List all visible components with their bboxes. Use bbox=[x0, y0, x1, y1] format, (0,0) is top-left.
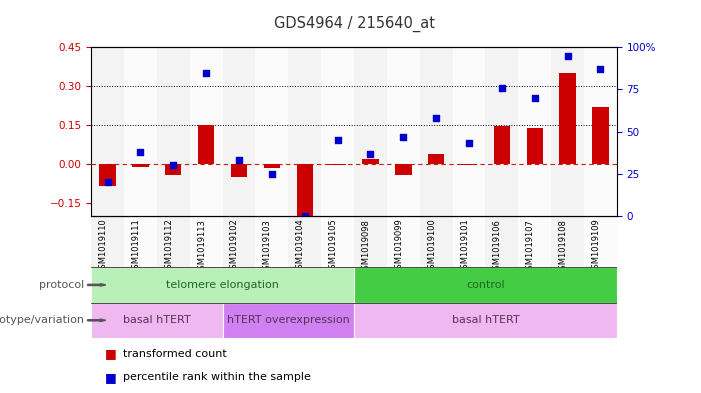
Bar bbox=[551, 47, 584, 216]
Bar bbox=[428, 154, 444, 164]
Bar bbox=[485, 216, 518, 267]
Point bbox=[463, 140, 475, 147]
Bar bbox=[461, 164, 477, 165]
Bar bbox=[91, 47, 124, 216]
Point bbox=[397, 134, 409, 140]
Bar bbox=[551, 216, 584, 267]
Text: GSM1019109: GSM1019109 bbox=[592, 219, 601, 274]
Point bbox=[135, 149, 146, 155]
Bar bbox=[329, 164, 346, 165]
Bar bbox=[395, 164, 411, 174]
Point bbox=[102, 179, 113, 185]
Text: GSM1019106: GSM1019106 bbox=[493, 219, 502, 275]
Bar bbox=[420, 216, 453, 267]
Bar bbox=[190, 216, 223, 267]
Bar bbox=[321, 216, 354, 267]
Point bbox=[233, 157, 245, 163]
Text: telomere elongation: telomere elongation bbox=[166, 280, 279, 290]
Bar bbox=[584, 47, 617, 216]
Bar bbox=[157, 216, 190, 267]
Point bbox=[529, 95, 540, 101]
Bar bbox=[91, 216, 124, 267]
Text: transformed count: transformed count bbox=[123, 349, 226, 359]
Text: GSM1019100: GSM1019100 bbox=[427, 219, 436, 274]
Bar bbox=[223, 216, 255, 267]
Point bbox=[595, 66, 606, 72]
Point bbox=[430, 115, 442, 121]
Bar bbox=[264, 164, 280, 168]
Point bbox=[332, 137, 343, 143]
Point bbox=[365, 151, 376, 157]
Bar bbox=[297, 164, 313, 217]
Text: GSM1019102: GSM1019102 bbox=[230, 219, 239, 274]
Bar bbox=[354, 216, 387, 267]
Text: GSM1019104: GSM1019104 bbox=[296, 219, 305, 274]
FancyBboxPatch shape bbox=[91, 267, 354, 303]
Bar bbox=[124, 216, 157, 267]
Text: basal hTERT: basal hTERT bbox=[451, 315, 519, 325]
Text: GSM1019107: GSM1019107 bbox=[526, 219, 535, 275]
Text: GSM1019108: GSM1019108 bbox=[559, 219, 568, 275]
Text: control: control bbox=[466, 280, 505, 290]
Bar bbox=[165, 164, 182, 174]
Bar bbox=[592, 107, 608, 164]
Bar bbox=[420, 47, 453, 216]
Bar bbox=[157, 47, 190, 216]
Bar bbox=[387, 47, 420, 216]
Text: protocol: protocol bbox=[39, 280, 84, 290]
Text: percentile rank within the sample: percentile rank within the sample bbox=[123, 372, 311, 382]
Bar bbox=[198, 125, 215, 164]
Text: hTERT overexpression: hTERT overexpression bbox=[227, 315, 350, 325]
Text: basal hTERT: basal hTERT bbox=[123, 315, 191, 325]
Bar bbox=[354, 47, 387, 216]
Bar bbox=[288, 47, 321, 216]
Bar bbox=[321, 47, 354, 216]
Bar bbox=[387, 216, 420, 267]
Bar bbox=[190, 47, 223, 216]
Bar bbox=[453, 47, 485, 216]
Bar bbox=[518, 216, 551, 267]
Text: GDS4964 / 215640_at: GDS4964 / 215640_at bbox=[273, 16, 435, 32]
FancyBboxPatch shape bbox=[223, 303, 354, 338]
Point bbox=[496, 84, 508, 91]
Bar bbox=[494, 127, 510, 164]
Bar bbox=[584, 216, 617, 267]
Point bbox=[299, 213, 311, 219]
Text: GSM1019105: GSM1019105 bbox=[329, 219, 338, 274]
Bar bbox=[255, 47, 288, 216]
Text: GSM1019101: GSM1019101 bbox=[460, 219, 469, 274]
Bar bbox=[132, 164, 149, 167]
Bar bbox=[526, 128, 543, 164]
Bar bbox=[255, 216, 288, 267]
Text: genotype/variation: genotype/variation bbox=[0, 315, 84, 325]
Point bbox=[168, 162, 179, 169]
Bar bbox=[453, 216, 485, 267]
Text: GSM1019099: GSM1019099 bbox=[394, 219, 403, 274]
Text: GSM1019098: GSM1019098 bbox=[362, 219, 370, 275]
Text: GSM1019112: GSM1019112 bbox=[164, 219, 173, 274]
Bar bbox=[124, 47, 157, 216]
Text: ■: ■ bbox=[105, 371, 117, 384]
Point bbox=[562, 52, 573, 59]
Point bbox=[200, 69, 212, 75]
Bar bbox=[231, 164, 247, 177]
Text: GSM1019103: GSM1019103 bbox=[263, 219, 272, 275]
FancyBboxPatch shape bbox=[354, 303, 617, 338]
Bar bbox=[485, 47, 518, 216]
Text: GSM1019113: GSM1019113 bbox=[197, 219, 206, 275]
FancyBboxPatch shape bbox=[91, 303, 223, 338]
Bar bbox=[559, 73, 576, 164]
Bar bbox=[100, 164, 116, 186]
Bar bbox=[223, 47, 255, 216]
Text: GSM1019111: GSM1019111 bbox=[131, 219, 140, 274]
Point bbox=[266, 171, 278, 177]
Bar bbox=[362, 159, 379, 164]
Text: GSM1019110: GSM1019110 bbox=[99, 219, 107, 274]
Text: ■: ■ bbox=[105, 347, 117, 360]
Bar bbox=[518, 47, 551, 216]
FancyBboxPatch shape bbox=[354, 267, 617, 303]
Bar bbox=[288, 216, 321, 267]
